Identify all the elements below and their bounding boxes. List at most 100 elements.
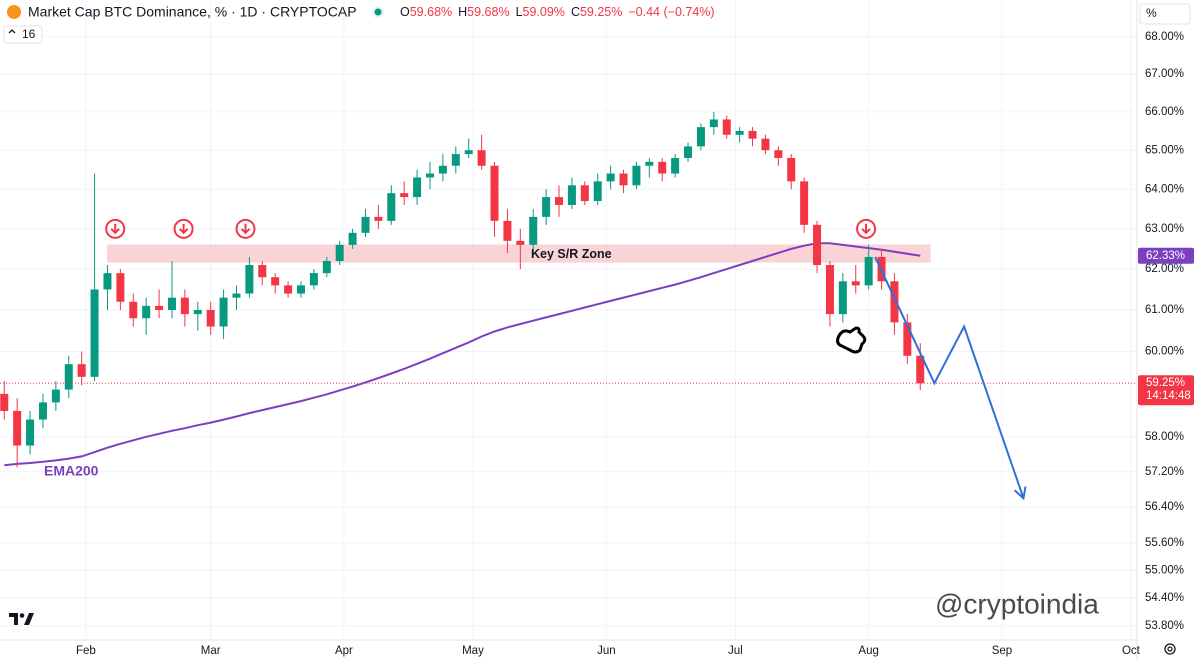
candle-body (658, 161, 667, 174)
x-tick-label: Oct (1122, 645, 1141, 657)
chevron-icon (8, 29, 16, 34)
y-tick-label: 53.80% (1145, 620, 1184, 632)
candle-body (555, 197, 564, 205)
ema-label: EMA200 (44, 463, 99, 479)
sell-signal (173, 218, 194, 239)
candle-body (258, 265, 267, 278)
y-tick-label: 63.00% (1145, 223, 1184, 235)
candle-body (761, 138, 770, 151)
candle-body (735, 130, 744, 135)
candle-body (38, 402, 47, 420)
x-tick-label: Aug (858, 645, 878, 657)
candle-body (400, 193, 409, 198)
candle-body (361, 216, 370, 233)
candle-body (503, 220, 512, 241)
candle-body (684, 146, 693, 158)
candle-body (890, 281, 899, 323)
candle-body (206, 309, 215, 327)
sell-signal (856, 218, 877, 239)
candle-body (451, 154, 460, 166)
x-tick-label: Sep (992, 645, 1012, 657)
candle-body (155, 305, 164, 310)
y-tick-label: 57.20% (1145, 466, 1184, 478)
candle-body (632, 165, 641, 186)
candle-body (77, 364, 86, 377)
x-tick-label: Jul (728, 645, 743, 657)
candle-body (271, 277, 280, 286)
candle-body (232, 293, 241, 298)
watermark: @cryptoindia (935, 588, 1099, 619)
candle-body (103, 273, 112, 290)
signal-arrow (861, 223, 871, 235)
ohlc-key: H (458, 5, 467, 19)
candle-body (219, 297, 228, 327)
candle-body (722, 119, 731, 135)
chart-title: Market Cap BTC Dominance, % · 1D · CRYPT… (28, 4, 357, 20)
y-tick-label: 62.00% (1145, 263, 1184, 275)
indicator-toggle[interactable] (3, 25, 43, 44)
candle-body (245, 265, 254, 294)
last-price-tag (1138, 375, 1194, 406)
ohlc-key: L (516, 5, 523, 19)
logo-part (9, 613, 18, 625)
ohlc-key: O (400, 5, 410, 19)
candle-body (800, 181, 809, 225)
x-tick-label: May (462, 645, 484, 657)
candle-body (671, 157, 680, 174)
signal-arrow (178, 223, 189, 235)
candle-body (516, 240, 525, 245)
signal-arrow (240, 223, 251, 235)
candle-body (0, 393, 9, 411)
candle-body (296, 285, 305, 294)
candle-body (438, 165, 447, 174)
y-tick-label: 65.00% (1145, 144, 1184, 156)
projection-line (874, 256, 1025, 499)
last-price-label: 59.25% (1146, 377, 1185, 389)
candle-body (426, 173, 435, 178)
candle-body (645, 161, 654, 166)
candle-body (709, 119, 718, 128)
candle-body (916, 355, 925, 384)
sr-zone (107, 244, 931, 263)
candle-body (619, 173, 628, 186)
candle-body (374, 216, 383, 221)
change-value: −0.44 (−0.74%) (628, 5, 714, 19)
candle-body (26, 419, 35, 446)
ohlc-value: 59.25% (580, 5, 622, 19)
candle-body (838, 281, 847, 315)
y-tick-label: 68.00% (1145, 31, 1184, 43)
candle-body (180, 297, 189, 315)
ema-price-label: 62.33% (1146, 250, 1185, 262)
candle-body (193, 309, 202, 315)
indicator-count[interactable]: 16 (22, 27, 36, 41)
coin-icon (7, 5, 21, 19)
candle-body (696, 127, 705, 147)
settings-icon[interactable] (1164, 643, 1176, 655)
x-tick-label: Jun (597, 645, 616, 657)
candle-body (64, 364, 73, 390)
signal-arrow (110, 223, 120, 235)
candle-body (284, 285, 293, 294)
overlay: Key S/R Zone (0, 218, 1137, 501)
logo-part (24, 613, 34, 625)
status-dot (374, 8, 382, 16)
candle-body (813, 224, 822, 266)
candle-body (335, 244, 344, 261)
x-tick-label: Feb (76, 645, 96, 657)
sell-signal (235, 218, 256, 239)
candle-body (864, 256, 873, 286)
scale-mode[interactable]: % (1146, 6, 1157, 20)
candle-body (825, 265, 834, 315)
ohlc-key: C (571, 5, 580, 19)
y-tick-label: 64.00% (1145, 183, 1184, 195)
scale-mode-button[interactable] (1139, 3, 1191, 25)
candle-body (309, 273, 318, 286)
candle-body (116, 273, 125, 302)
ohlc-value: 59.68% (410, 5, 452, 19)
x-tick-label: Mar (201, 645, 221, 657)
hand-sketch (836, 326, 867, 354)
y-tick-label: 54.40% (1145, 592, 1184, 604)
ema-line (4, 242, 921, 467)
